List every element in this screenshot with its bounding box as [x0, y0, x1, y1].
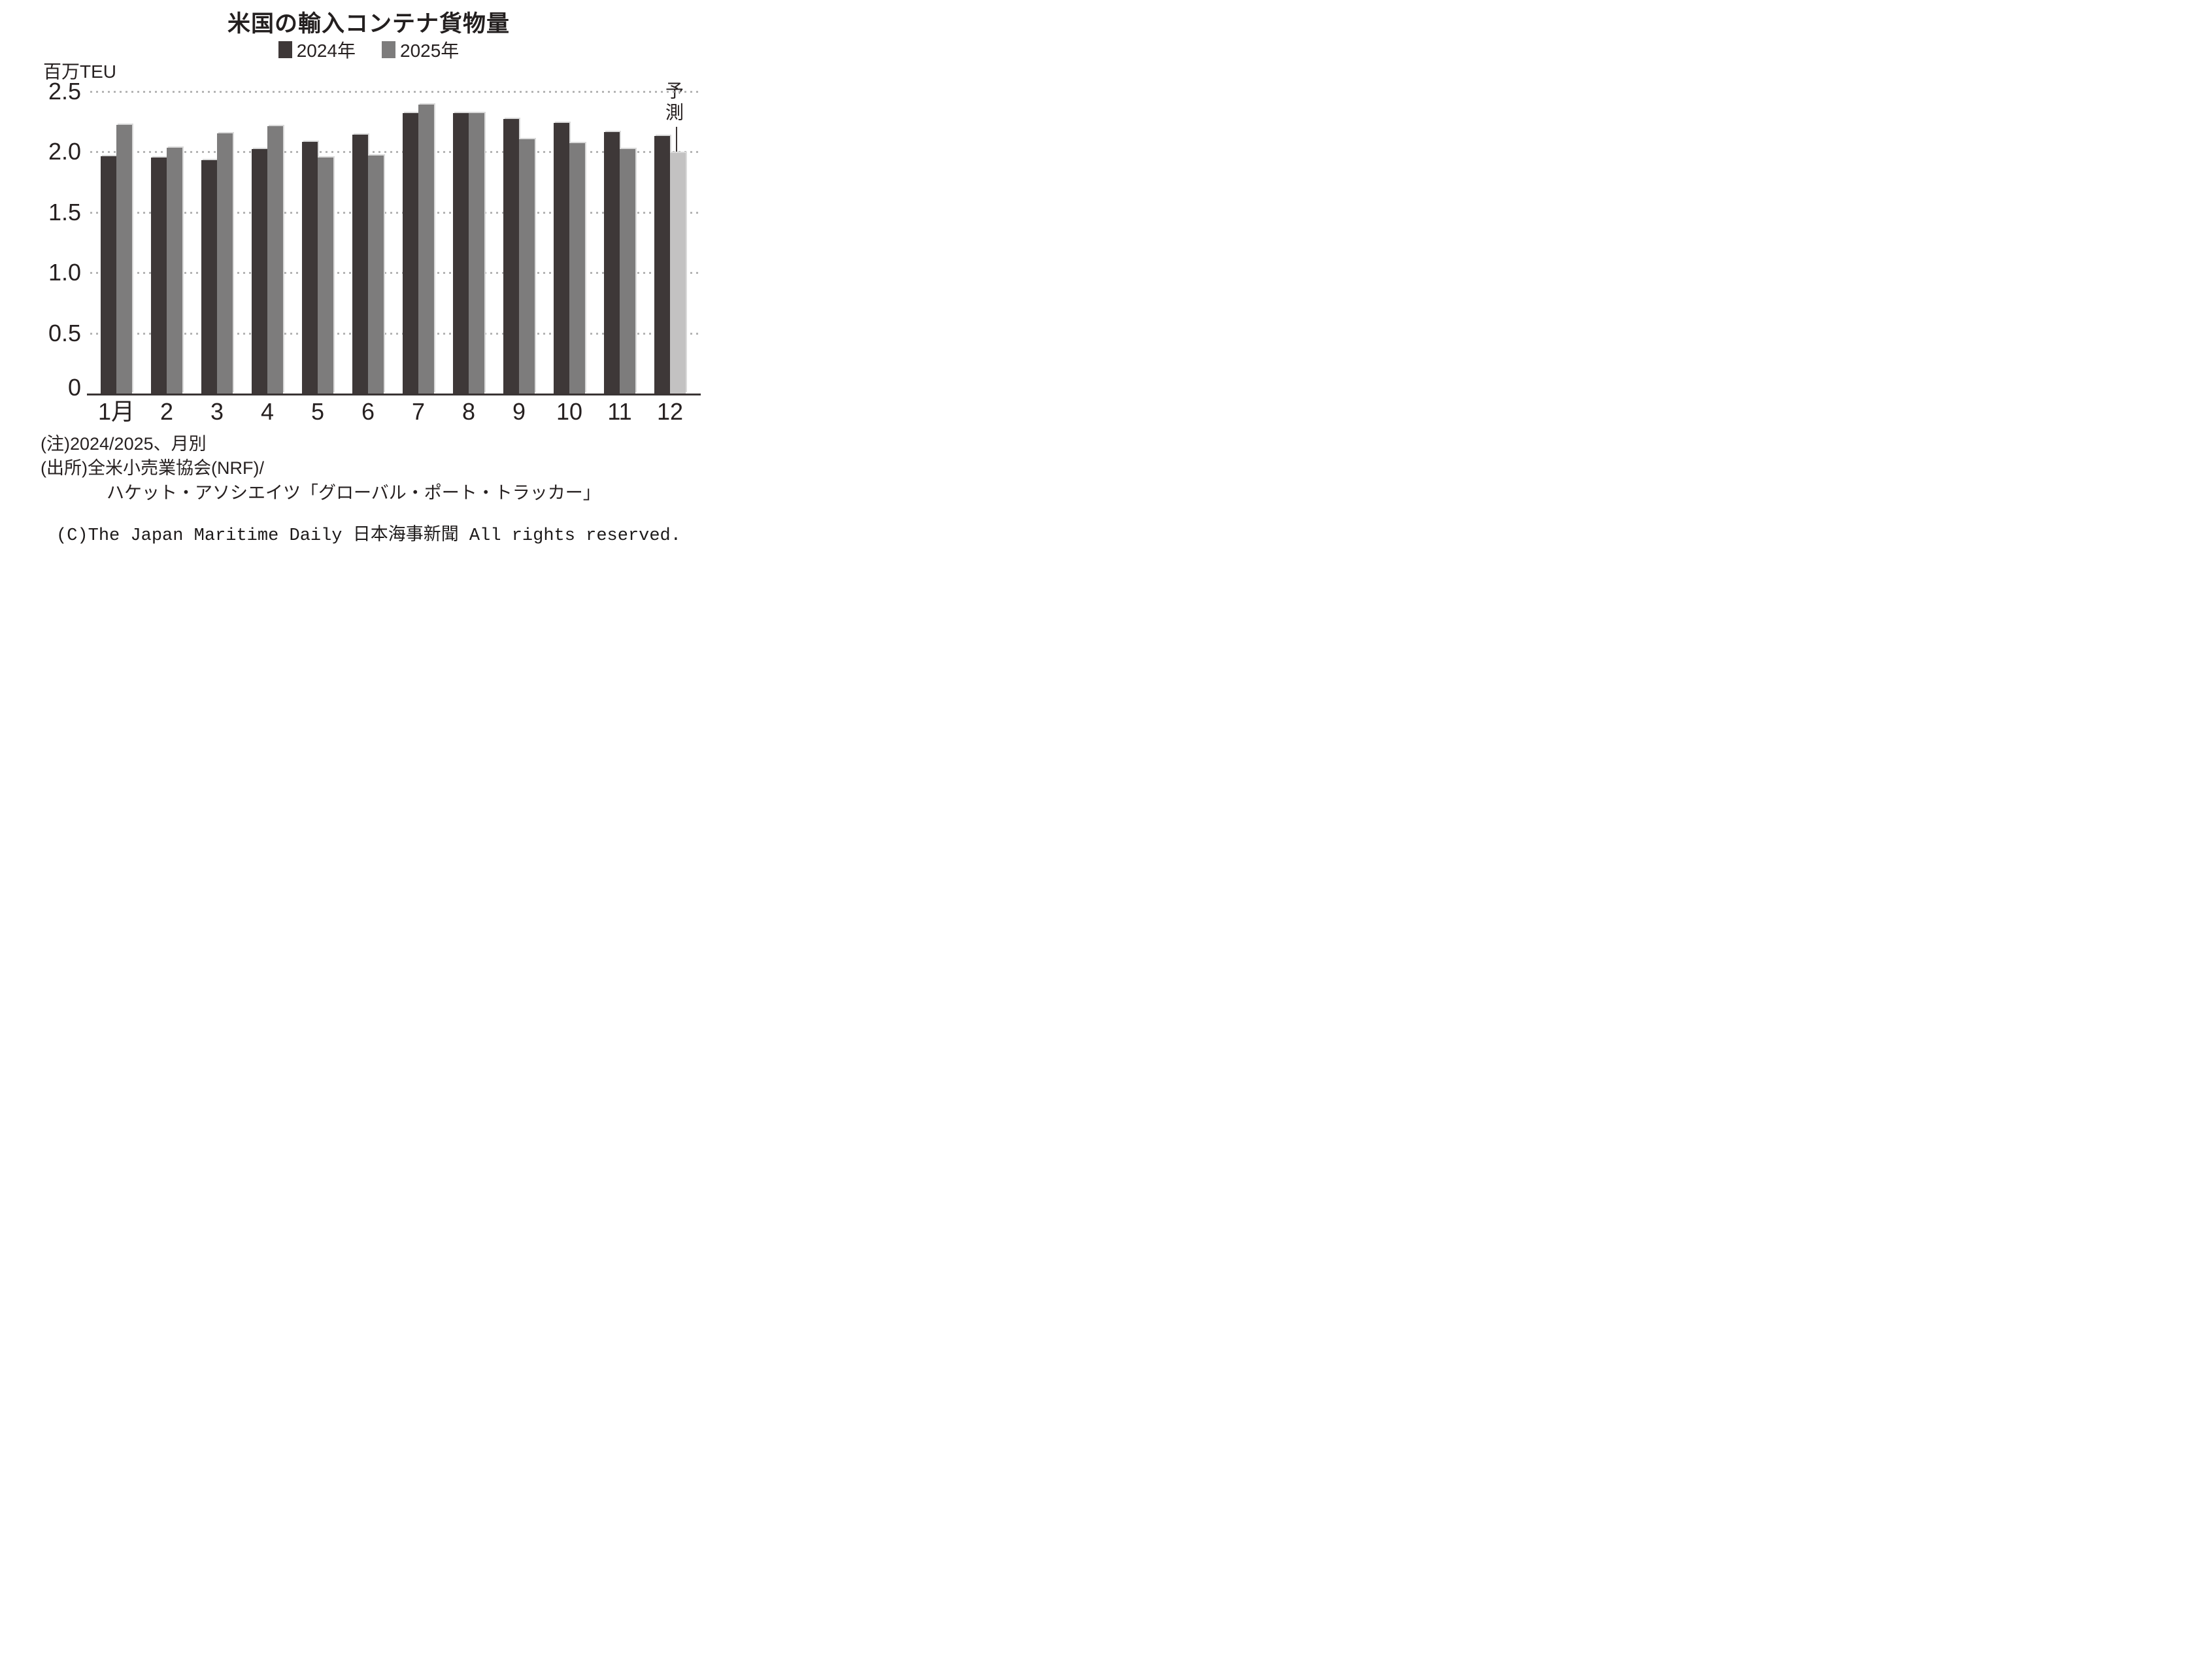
- bar-2024-m11: [604, 132, 620, 394]
- forecast-annotation-label: 予測: [663, 81, 684, 124]
- bar-2024-m12: [654, 136, 670, 394]
- legend-swatch-2025-icon: [382, 41, 395, 58]
- bar-2024-m6: [352, 135, 368, 394]
- bar-2024-m1: [101, 156, 116, 394]
- x-axis-label-m12: 12: [656, 398, 684, 425]
- x-axis-label-m5: 5: [310, 398, 325, 425]
- legend-label-2025: 2025年: [400, 41, 460, 61]
- bar-2024-m4: [252, 149, 267, 394]
- x-axis-label-m1: 1月: [97, 398, 135, 425]
- y-axis-tick-0.5: 0.5: [48, 319, 81, 346]
- bar-2024-m5: [302, 142, 318, 394]
- x-axis-label-m2: 2: [159, 398, 174, 425]
- bar-2025-m12-forecast: [670, 153, 686, 394]
- y-axis-tick-0: 0: [67, 374, 81, 401]
- note-line-2: (出所)全米小売業協会(NRF)/: [41, 458, 264, 478]
- note-line-3: ハケット・アソシエイツ「グローバル・ポート・トラッカー」: [107, 483, 601, 503]
- bar-2025-m3: [217, 133, 233, 394]
- legend-swatch-2024-icon: [278, 41, 292, 58]
- bar-2025-m7: [418, 105, 434, 394]
- y-axis-tick-1.0: 1.0: [48, 259, 81, 286]
- legend-item-2025: 2025年: [382, 37, 459, 63]
- bar-2024-m9: [503, 119, 519, 394]
- bar-2025-m1: [116, 125, 132, 394]
- bar-2024-m7: [403, 113, 418, 394]
- bar-2025-m6: [368, 156, 384, 394]
- forecast-annotation-line: [676, 127, 677, 161]
- y-axis-unit-label: 百万TEU: [43, 61, 117, 82]
- legend-item-2024: 2024年: [278, 37, 356, 63]
- bar-2025-m8: [469, 113, 484, 394]
- y-axis-tick-1.5: 1.5: [48, 198, 81, 226]
- bar-2024-m10: [554, 123, 569, 394]
- bar-2024-m8: [453, 113, 469, 394]
- y-gridline-0.5: [90, 332, 699, 335]
- bar-2024-m3: [201, 160, 217, 394]
- y-axis-tick-2.0: 2.0: [48, 138, 81, 165]
- x-axis-label-m7: 7: [411, 398, 426, 425]
- bar-2025-m10: [569, 143, 585, 394]
- x-axis-label-m4: 4: [260, 398, 275, 425]
- legend-label-2024: 2024年: [296, 41, 356, 61]
- x-axis-label-m8: 8: [461, 398, 476, 425]
- bar-2025-m2: [167, 148, 182, 394]
- chart-figure: 米国の輸入コンテナ貨物量 2024年 2025年 百万TEU 予測 (注)202…: [0, 0, 737, 554]
- bar-2025-m4: [267, 126, 283, 394]
- chart-title: 米国の輸入コンテナ貨物量: [227, 11, 510, 37]
- bar-2024-m2: [151, 158, 167, 394]
- y-gridline-1.0: [90, 272, 699, 274]
- note-line-1: (注)2024/2025、月別: [41, 434, 207, 454]
- y-gridline-1.5: [90, 211, 699, 214]
- y-axis-tick-2.5: 2.5: [48, 77, 81, 105]
- legend: 2024年 2025年: [0, 37, 737, 63]
- x-axis-label-m6: 6: [361, 398, 375, 425]
- copyright-line: (C)The Japan Maritime Daily 日本海事新聞 All r…: [56, 526, 681, 546]
- x-axis-label-m11: 11: [607, 398, 632, 425]
- x-axis-label-m9: 9: [512, 398, 526, 425]
- y-gridline-2.0: [90, 151, 699, 153]
- x-axis-label-m10: 10: [556, 398, 583, 425]
- y-gridline-2.5: [90, 90, 699, 93]
- x-axis-line: [87, 394, 701, 395]
- bar-2025-m11: [620, 149, 635, 394]
- x-axis-label-m3: 3: [210, 398, 224, 425]
- bar-2025-m5: [318, 158, 333, 394]
- bar-2025-m9: [519, 139, 535, 394]
